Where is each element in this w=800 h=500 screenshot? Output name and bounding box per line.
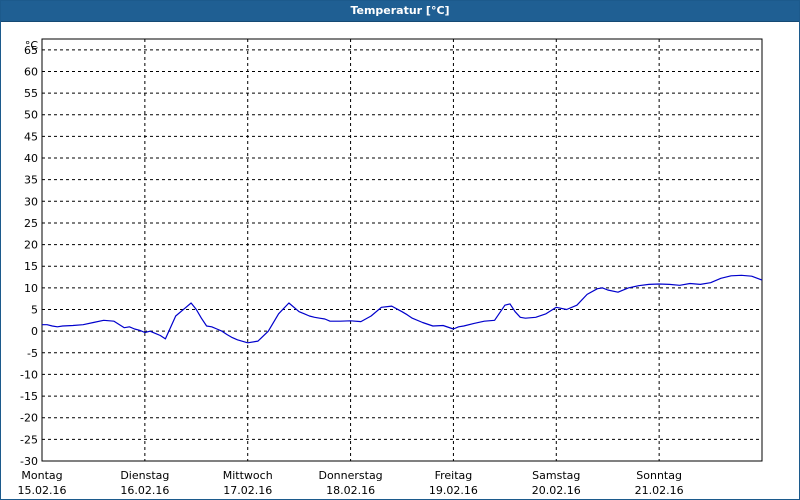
x-tick-day: Sonntag xyxy=(636,469,682,482)
x-tick-day: Mittwoch xyxy=(223,469,273,482)
series-group xyxy=(42,274,763,344)
y-axis-unit: °C xyxy=(25,39,39,52)
y-tick-label: 55 xyxy=(24,87,38,100)
y-tick-label: 35 xyxy=(24,174,38,187)
y-tick-label: 0 xyxy=(31,325,38,338)
x-axis: Montag 15.02.16 Dienstag 16.02.16 Mittwoch 17… xyxy=(18,469,684,497)
y-tick-label: 50 xyxy=(24,109,38,122)
y-tick-label: -20 xyxy=(20,412,38,425)
y-tick-label: -5 xyxy=(27,347,38,360)
x-tick-date: 19.02.16 xyxy=(429,484,478,497)
plot-frame xyxy=(41,38,763,462)
y-tick-label: 15 xyxy=(24,260,38,273)
x-tick-day: Montag xyxy=(21,469,62,482)
y-tick-label: 20 xyxy=(24,239,38,252)
y-tick-label: 65 xyxy=(24,44,38,57)
y-tick-label: 45 xyxy=(24,130,38,143)
grid xyxy=(42,39,762,461)
y-tick-label: -30 xyxy=(20,455,38,468)
x-tick-date: 18.02.16 xyxy=(326,484,375,497)
y-tick-label: 5 xyxy=(31,304,38,317)
x-tick-date: 17.02.16 xyxy=(223,484,272,497)
y-tick-label: -25 xyxy=(20,433,38,446)
y-tick-label: 25 xyxy=(24,217,38,230)
chart-title: Temperatur [°C] xyxy=(350,4,450,17)
y-tick-label: -15 xyxy=(20,390,38,403)
x-tick-date: 20.02.16 xyxy=(532,484,581,497)
y-axis: 65605550454035302520151050-5-10-15-20-25… xyxy=(20,39,38,468)
y-tick-label: 30 xyxy=(24,195,38,208)
y-tick-label: 40 xyxy=(24,152,38,165)
temperature-series-line xyxy=(42,274,763,344)
x-tick-day: Dienstag xyxy=(120,469,169,482)
x-tick-date: 15.02.16 xyxy=(18,484,67,497)
y-tick-label: 10 xyxy=(24,282,38,295)
y-tick-label: 60 xyxy=(24,65,38,78)
x-tick-date: 16.02.16 xyxy=(120,484,169,497)
x-tick-day: Freitag xyxy=(435,469,473,482)
x-tick-day: Samstag xyxy=(532,469,580,482)
x-tick-date: 21.02.16 xyxy=(635,484,684,497)
y-tick-label: -10 xyxy=(20,368,38,381)
x-tick-day: Donnerstag xyxy=(318,469,382,482)
title-bar: Temperatur [°C] xyxy=(1,1,799,22)
